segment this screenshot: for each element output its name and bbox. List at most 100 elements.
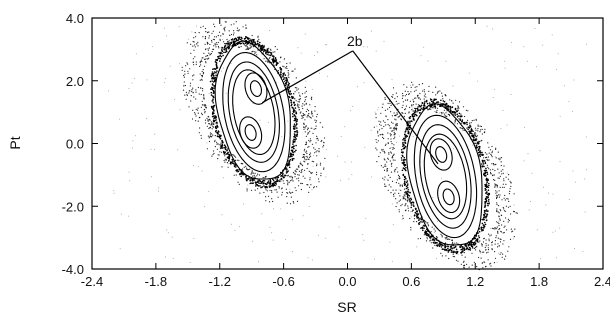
island-scatter-point xyxy=(197,120,199,122)
island-scatter-point xyxy=(417,106,419,108)
chaotic-layer-point xyxy=(432,242,435,244)
chaotic-layer-point xyxy=(211,72,213,75)
island-scatter-point xyxy=(412,110,414,112)
island-scatter-point xyxy=(201,70,203,73)
island-scatter-point xyxy=(466,263,468,265)
island-scatter-point xyxy=(212,30,214,32)
chaotic-layer-point xyxy=(288,92,291,95)
island-scatter-point xyxy=(200,106,202,108)
island-scatter-point xyxy=(390,138,392,140)
background-scatter-point xyxy=(204,206,206,208)
chaotic-layer-point xyxy=(488,182,490,185)
island-scatter-point xyxy=(407,207,409,209)
island-scatter-point xyxy=(252,172,254,174)
background-scatter-point xyxy=(351,174,353,176)
chaotic-layer-point xyxy=(288,164,290,166)
island-scatter-point xyxy=(306,158,308,160)
island-scatter-point xyxy=(427,109,429,111)
island-scatter-point xyxy=(468,122,471,124)
island-scatter-point xyxy=(278,186,280,188)
chaotic-layer-point xyxy=(403,159,405,161)
island-scatter-point xyxy=(497,194,500,196)
island-scatter-point xyxy=(405,193,407,195)
island-scatter-point xyxy=(408,111,410,113)
island-scatter-point xyxy=(507,218,509,220)
island-scatter-point xyxy=(391,155,394,158)
island-scatter-point xyxy=(400,189,402,191)
chaotic-layer-point xyxy=(219,58,222,60)
island-scatter-point xyxy=(229,34,231,36)
island-scatter-point xyxy=(313,147,315,149)
island-scatter-point xyxy=(309,154,311,156)
chaotic-layer-point xyxy=(237,39,240,41)
island-scatter-point xyxy=(295,100,297,102)
island-scatter-point xyxy=(294,87,296,89)
island-scatter-point xyxy=(259,192,261,194)
island-scatter-point xyxy=(258,46,260,48)
island-scatter-point xyxy=(317,139,319,141)
chaotic-layer-point xyxy=(288,166,291,169)
island-scatter-point xyxy=(442,98,444,100)
island-scatter-point xyxy=(304,86,306,88)
island-scatter-point xyxy=(300,182,302,185)
island-scatter-point xyxy=(488,168,490,170)
island-scatter-point xyxy=(242,168,244,170)
background-scatter-point xyxy=(433,232,435,234)
chaotic-layer-point xyxy=(468,248,471,251)
chaotic-layer-point xyxy=(272,179,275,182)
island-scatter-point xyxy=(466,127,468,129)
chaotic-layer-point xyxy=(478,148,480,150)
chaotic-layer-point xyxy=(447,105,450,108)
island-scatter-point xyxy=(287,182,289,184)
island-scatter-point xyxy=(392,94,394,96)
chaotic-layer-point xyxy=(460,115,462,118)
chaotic-layer-point xyxy=(217,57,220,60)
chaotic-layer-point xyxy=(417,109,420,112)
island-scatter-point xyxy=(452,245,454,247)
chaotic-layer-point xyxy=(225,50,228,53)
island-scatter-point xyxy=(202,73,204,75)
chaotic-layer-point xyxy=(406,135,409,137)
chaotic-layer-point xyxy=(240,175,242,178)
background-scatter-point xyxy=(269,226,271,228)
chaotic-layer-point xyxy=(467,126,470,128)
chaotic-layer-point xyxy=(418,219,420,221)
chaotic-layer-point xyxy=(476,238,479,240)
chaotic-layer-point xyxy=(461,246,463,248)
chaotic-layer-point xyxy=(291,150,294,152)
island-scatter-point xyxy=(498,223,500,225)
island-scatter-point xyxy=(224,161,226,163)
invariant-curve xyxy=(423,133,468,220)
island-scatter-point xyxy=(314,119,316,121)
background-scatter-point xyxy=(584,211,586,213)
island-scatter-point xyxy=(304,99,307,101)
chaotic-layer-point xyxy=(481,159,484,162)
island-scatter-point xyxy=(484,131,486,133)
chaotic-layer-point xyxy=(484,162,487,164)
island-scatter-point xyxy=(392,148,394,150)
background-scatter-point xyxy=(227,163,229,165)
chaotic-layer-point xyxy=(252,40,255,43)
island-scatter-point xyxy=(192,109,194,111)
island-scatter-point xyxy=(389,147,391,149)
island-scatter-point xyxy=(294,68,296,70)
island-scatter-point xyxy=(413,218,416,220)
chaotic-layer-point xyxy=(285,170,288,172)
background-scatter-point xyxy=(370,30,372,32)
island-scatter-point xyxy=(384,109,386,111)
chaotic-layer-point xyxy=(417,216,420,219)
island-scatter-point xyxy=(282,65,284,67)
island-scatter-point xyxy=(287,174,289,176)
background-scatter-point xyxy=(492,97,494,98)
island-scatter-point xyxy=(384,159,386,161)
background-scatter-point xyxy=(146,79,148,81)
chaotic-layer-point xyxy=(475,239,478,241)
island-scatter-point xyxy=(300,188,302,191)
island-scatter-point xyxy=(186,93,188,95)
chaotic-layer-point xyxy=(260,49,263,52)
island-scatter-point xyxy=(237,181,239,183)
island-scatter-point xyxy=(385,143,387,145)
island-scatter-point xyxy=(288,73,290,75)
background-scatter-point xyxy=(154,133,156,135)
island-scatter-point xyxy=(491,152,493,154)
